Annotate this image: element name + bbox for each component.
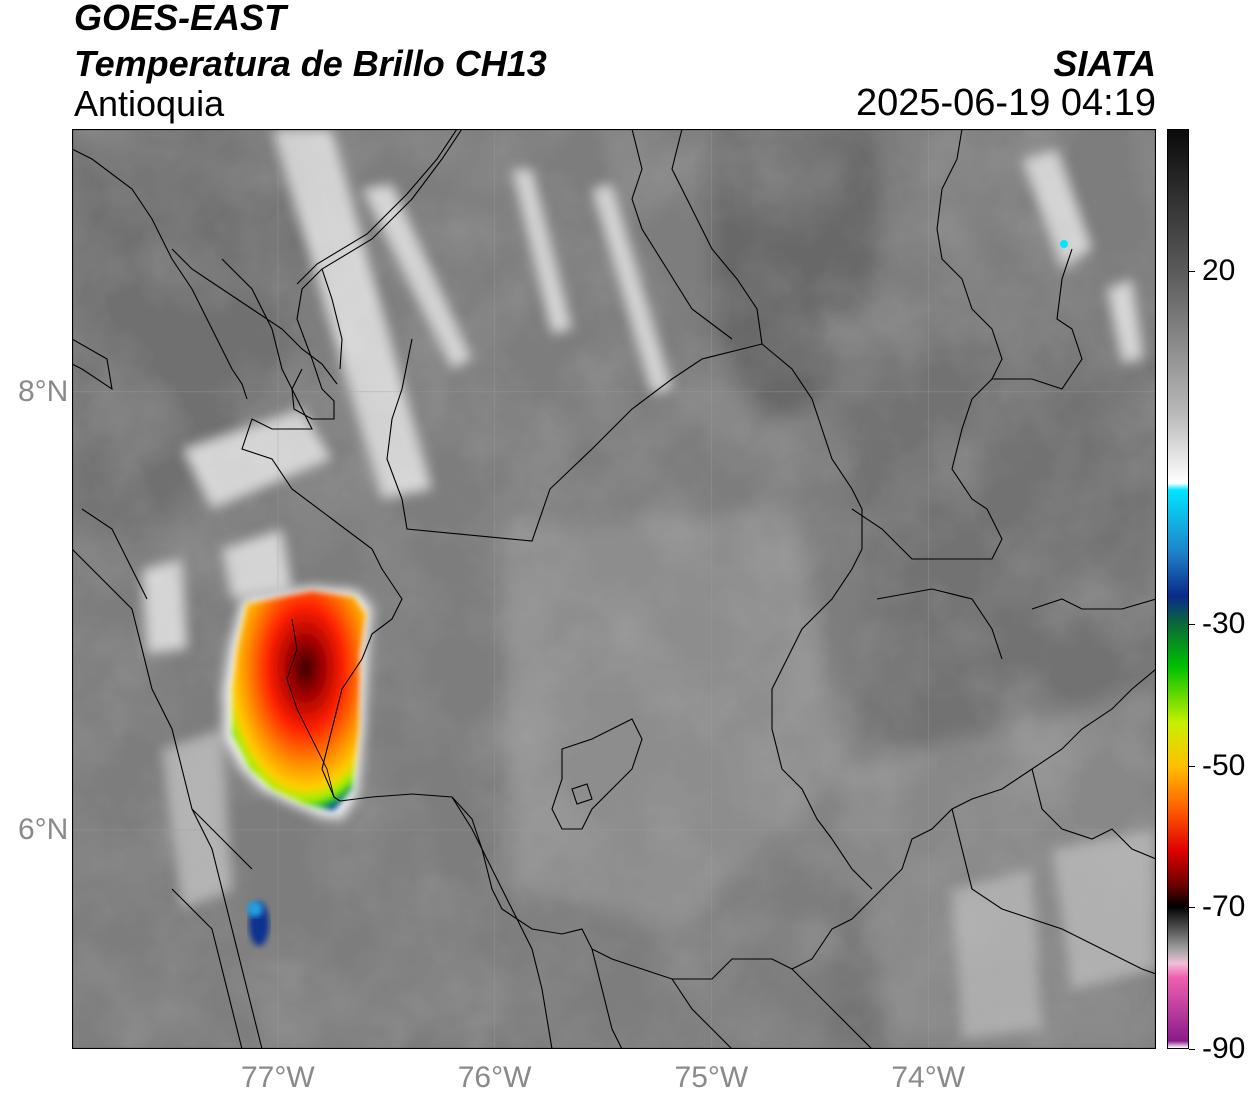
- colorbar-tick: [1189, 624, 1195, 626]
- lon-tick-label: 76°W: [457, 1061, 532, 1094]
- lon-tick-label: 74°W: [891, 1061, 966, 1094]
- colorbar: [1167, 129, 1189, 1049]
- brightness-background: [72, 129, 1156, 1049]
- storm-cells: [224, 240, 1068, 946]
- colorbar-tick-label: -70: [1202, 890, 1246, 924]
- colorbar-tick: [1189, 1049, 1195, 1050]
- product-title: Temperatura de Brillo CH13: [74, 43, 547, 84]
- colorbar-tick-label: 20: [1202, 253, 1236, 287]
- region-label: Antioquia: [74, 83, 225, 124]
- colorbar-tick: [1189, 907, 1195, 909]
- lat-tick-label: 6°N: [18, 812, 69, 846]
- colorbar-tick-label: -90: [1202, 1032, 1246, 1065]
- satellite-map[interactable]: [72, 129, 1156, 1049]
- datetime-label: 2025-06-19 04:19: [855, 82, 1156, 124]
- lon-tick-label: 77°W: [240, 1061, 315, 1094]
- political-borders: [72, 129, 1156, 1049]
- satellite-title: GOES-EAST: [74, 0, 287, 38]
- colorbar-tick-label: -30: [1202, 607, 1246, 641]
- lon-tick-label: 75°W: [674, 1061, 749, 1094]
- map-panel[interactable]: [72, 129, 1156, 1049]
- colorbar-tick-label: -50: [1202, 748, 1246, 782]
- organization-label: SIATA: [1053, 43, 1156, 84]
- colorbar-tick: [1189, 765, 1195, 767]
- graticule: [72, 129, 1156, 1049]
- colorbar-tick: [1189, 270, 1195, 272]
- lat-tick-label: 8°N: [18, 374, 69, 408]
